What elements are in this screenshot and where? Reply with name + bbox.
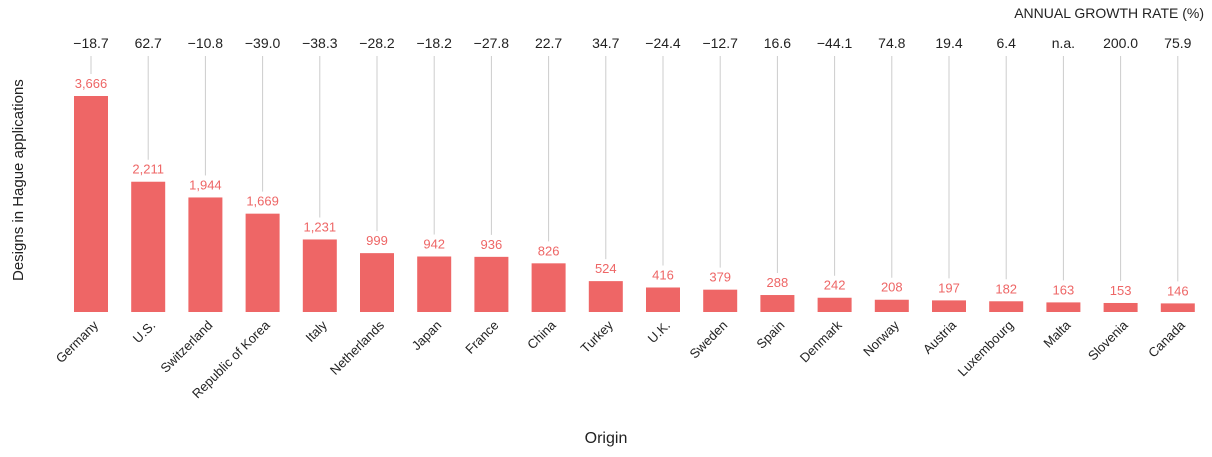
growth-rate-label: 22.7 (535, 35, 562, 51)
x-tick-label: Spain (753, 318, 787, 352)
x-tick-label: Denmark (797, 317, 845, 365)
bar (989, 301, 1024, 312)
bar-value-label: 416 (652, 267, 674, 282)
bar (131, 181, 166, 312)
x-axis-title: Origin (584, 430, 628, 447)
growth-rate-label: −10.8 (188, 35, 224, 51)
growth-rate-label: 34.7 (592, 35, 619, 51)
bar (1046, 302, 1081, 312)
bar (760, 295, 795, 312)
x-tick-label: Italy (302, 317, 330, 345)
growth-rate-label: −18.2 (416, 35, 452, 51)
bar-value-label: 242 (824, 278, 846, 293)
growth-rate-label: −44.1 (817, 35, 853, 51)
x-tick-label: Canada (1145, 317, 1188, 360)
x-tick-label: Sweden (686, 318, 730, 362)
bar (646, 287, 680, 312)
bar (1160, 303, 1195, 312)
bar (302, 239, 337, 312)
bar-value-label: 379 (709, 270, 731, 285)
bar-value-label: 524 (595, 261, 617, 276)
bar-value-label: 1,231 (304, 219, 337, 234)
bar (932, 300, 966, 312)
bar (188, 197, 223, 312)
growth-rate-label: −18.7 (73, 35, 109, 51)
bar (703, 289, 738, 312)
bar-value-label: 942 (423, 236, 445, 251)
growth-rate-label: 74.8 (878, 35, 905, 51)
bar-value-label: 288 (767, 275, 789, 290)
x-tick-label: Germany (53, 317, 102, 366)
bar (817, 297, 852, 312)
bar-value-label: 146 (1167, 283, 1189, 298)
growth-rate-label: −28.2 (359, 35, 395, 51)
growth-rate-label: −27.8 (474, 35, 510, 51)
bar-value-label: 182 (995, 281, 1017, 296)
bar (417, 256, 452, 312)
bar-value-label: 826 (538, 243, 560, 258)
x-tick-label: China (524, 317, 559, 352)
bar (531, 263, 566, 312)
bar (245, 213, 280, 312)
x-tick-label: France (462, 318, 501, 357)
growth-rate-label: 16.6 (764, 35, 791, 51)
x-tick-label: Luxembourg (955, 318, 1017, 380)
bar-value-label: 163 (1053, 282, 1075, 297)
x-tick-label: Switzerland (157, 318, 215, 376)
bar (874, 299, 909, 312)
y-axis-title: Designs in Hague applications (10, 79, 27, 281)
growth-rate-label: −39.0 (245, 35, 281, 51)
bar-value-label: 153 (1110, 283, 1132, 298)
x-tick-label: Netherlands (327, 317, 388, 378)
x-tick-label: U.S. (130, 318, 158, 346)
x-tick-label: Norway (860, 317, 902, 359)
growth-rate-label: 62.7 (135, 35, 162, 51)
bar-value-label: 1,669 (246, 194, 279, 209)
x-tick-label: Slovenia (1085, 317, 1131, 363)
bar-value-label: 936 (481, 237, 503, 252)
growth-rate-label: 200.0 (1103, 35, 1138, 51)
bar (588, 281, 623, 312)
growth-rate-label: n.a. (1052, 35, 1075, 51)
x-tick-label: U.K. (645, 318, 673, 346)
x-tick-label: Turkey (578, 317, 617, 356)
growth-rate-label: −38.3 (302, 35, 338, 51)
x-tick-label: Japan (409, 318, 445, 354)
growth-rate-label: 6.4 (996, 35, 1016, 51)
bar-value-label: 3,666 (75, 76, 108, 91)
growth-rate-label: 19.4 (935, 35, 962, 51)
bar-value-label: 208 (881, 280, 903, 295)
growth-rate-label: 75.9 (1164, 35, 1191, 51)
bar-value-label: 197 (938, 280, 960, 295)
bar-value-label: 1,944 (189, 177, 222, 192)
growth-rate-label: −12.7 (702, 35, 738, 51)
growth-rate-label: −24.4 (645, 35, 681, 51)
bar-value-label: 2,211 (132, 162, 164, 177)
x-tick-label: Malta (1040, 317, 1074, 351)
x-tick-label: Austria (920, 317, 960, 357)
growth-rate-header: ANNUAL GROWTH RATE (%) (1014, 5, 1204, 21)
bar (74, 96, 108, 312)
bar (360, 253, 394, 312)
bar (1103, 302, 1138, 312)
bar-value-label: 999 (366, 233, 388, 248)
bar (474, 256, 509, 312)
